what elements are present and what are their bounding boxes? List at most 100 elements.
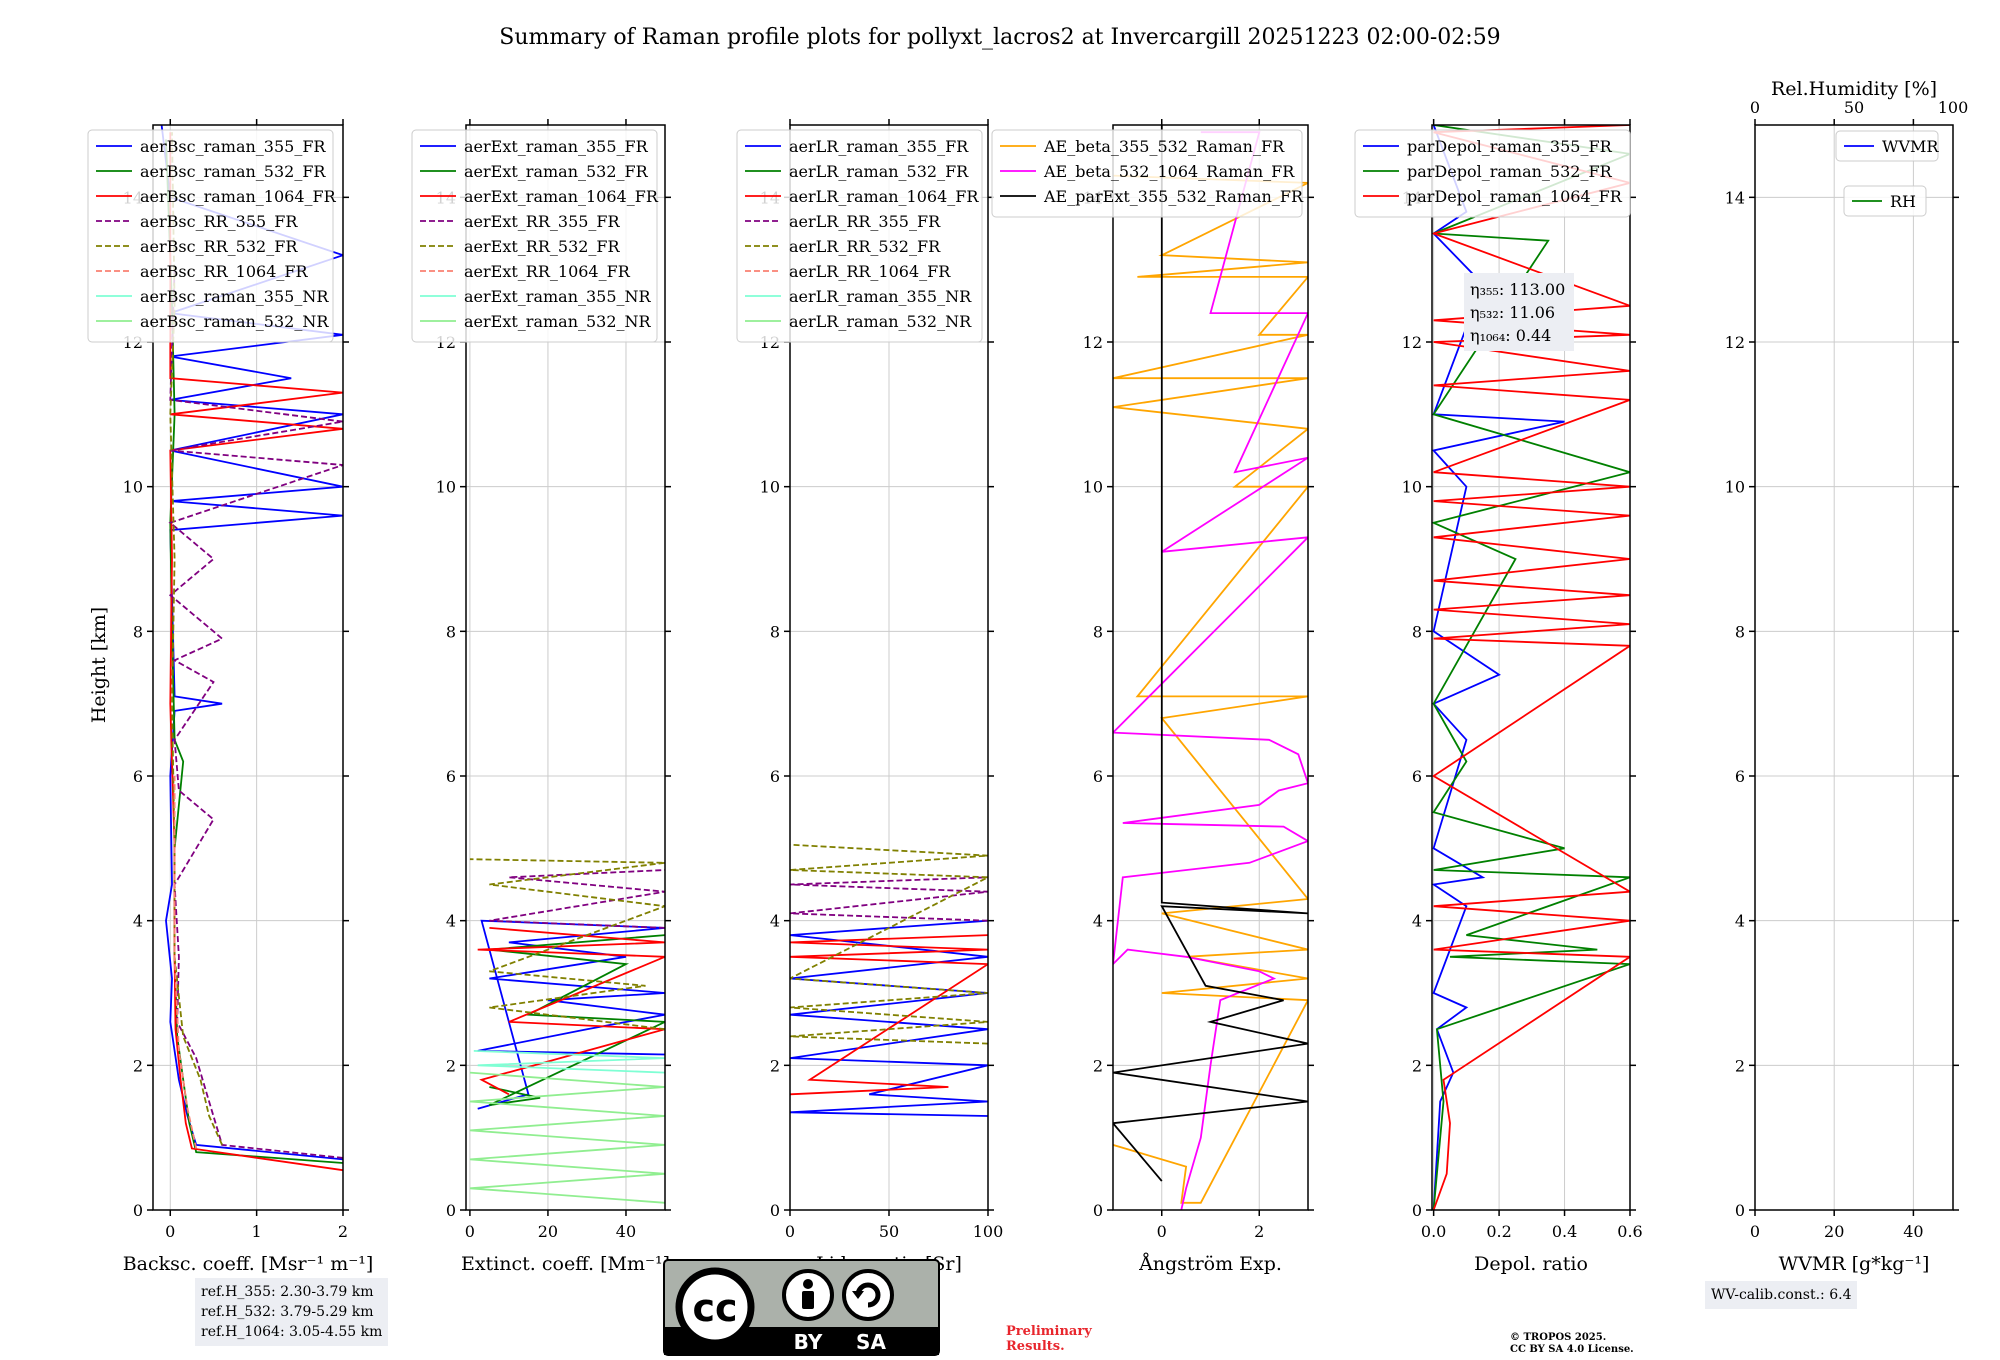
cc-by-sa-badge: cc BY SA bbox=[663, 1259, 940, 1356]
series-line-aerLR_RR_355_FR bbox=[790, 876, 988, 922]
legend-entry: aerLR_raman_532_NR bbox=[789, 312, 972, 331]
x-tick-label: 1 bbox=[252, 1222, 262, 1241]
x-tick-label: 40 bbox=[616, 1222, 636, 1241]
legend-entry: aerLR_RR_532_FR bbox=[789, 237, 941, 256]
legend-entry: aerLR_RR_1064_FR bbox=[789, 262, 951, 281]
y-tick-label: 14 bbox=[1725, 188, 1745, 207]
cc-icon bbox=[675, 1267, 755, 1347]
y-tick-label: 10 bbox=[1083, 478, 1103, 497]
y-tick-label: 2 bbox=[446, 1056, 456, 1075]
sa-label: SA bbox=[856, 1330, 886, 1354]
legend-entry: aerExt_raman_355_FR bbox=[464, 137, 649, 156]
panel-bsc: 02468101214012Backsc. coeff. [Msr⁻¹ m⁻¹]… bbox=[87, 119, 373, 1275]
x-tick-label: 0.0 bbox=[1421, 1222, 1446, 1241]
x-axis-label: Depol. ratio bbox=[1474, 1253, 1588, 1275]
eta-value: η₁₀₆₄: 0.44 bbox=[1470, 326, 1551, 345]
legend-frame bbox=[1354, 129, 1631, 218]
legend-entry: aerBsc_raman_1064_FR bbox=[140, 187, 337, 206]
copyright-note: © TROPOS 2025. CC BY SA 4.0 License. bbox=[1510, 1332, 1634, 1356]
y-tick-label: 10 bbox=[1725, 478, 1745, 497]
eta-annotation: η₃₅₅: 113.00 η₅₃₂: 11.06 η₁₀₆₄: 0.44 bbox=[1464, 273, 1574, 351]
panel-lr: 02468101214050100Lidar ratio [Sr]aerLR_r… bbox=[736, 119, 1004, 1275]
series-line-aerBsc_RR_355_FR bbox=[168, 269, 343, 1159]
legend: parDepol_raman_355_FR parDepol_raman_532_… bbox=[1354, 129, 1631, 218]
legend-entry: aerExt_raman_1064_FR bbox=[464, 187, 659, 206]
axes-frame bbox=[1431, 124, 1631, 1211]
top-tick-label: 0 bbox=[1750, 98, 1760, 117]
series-group bbox=[1113, 125, 1308, 1210]
legend-frame bbox=[991, 129, 1303, 218]
legend-entry: AE_beta_532_1064_Raman_FR bbox=[1043, 162, 1295, 181]
series-line-aerExt_raman_532_NR bbox=[469, 1071, 665, 1204]
x-tick-label: 20 bbox=[538, 1222, 558, 1241]
legend-entry: aerExt_RR_355_FR bbox=[464, 212, 621, 231]
y-tick-label: 8 bbox=[1093, 622, 1103, 641]
y-tick-label: 2 bbox=[133, 1056, 143, 1075]
wv-calib-constant: WV-calib.const.: 6.4 bbox=[1711, 1287, 1852, 1303]
legend-entry: aerExt_raman_355_NR bbox=[464, 287, 652, 306]
x-tick-label: 0.6 bbox=[1617, 1222, 1642, 1241]
legend-entry: aerExt_raman_532_NR bbox=[464, 312, 652, 331]
x-tick-label: 2 bbox=[338, 1222, 348, 1241]
x-tick-label: 100 bbox=[973, 1222, 1004, 1241]
axes-frame bbox=[789, 124, 989, 1211]
series-line-aerExt_RR_355_FR bbox=[489, 869, 665, 929]
y-tick-label: 4 bbox=[133, 912, 143, 931]
legend-entry: aerBsc_raman_532_NR bbox=[140, 312, 329, 331]
legend-frame bbox=[736, 129, 983, 343]
cc-letters: cc bbox=[692, 1286, 737, 1330]
y-tick-label: 2 bbox=[1093, 1056, 1103, 1075]
y-tick-label: 8 bbox=[1735, 622, 1745, 641]
eta-value: η₅₃₂: 11.06 bbox=[1470, 303, 1555, 322]
series-line-AE_parExt_355_532_Raman_FR bbox=[1113, 125, 1308, 1182]
y-tick-label: 4 bbox=[1093, 912, 1103, 931]
x-tick-label: 50 bbox=[879, 1222, 899, 1241]
panel-wv: 0 2 4 6 8 10 12 14 0 20 40 WVMR [g*kg⁻¹] Rel.Humidit… bbox=[1725, 78, 1969, 1275]
top-tick-label: 50 bbox=[1844, 98, 1864, 117]
x-tick-label: 0.4 bbox=[1552, 1222, 1577, 1241]
figure-title: Summary of Raman profile plots for polly… bbox=[499, 25, 1500, 50]
y-tick-label: 12 bbox=[1725, 333, 1745, 352]
series-line-parDepol_raman_355_FR bbox=[1432, 125, 1565, 1210]
y-tick-label: 2 bbox=[770, 1056, 780, 1075]
series-line-aerExt_raman_355_NR bbox=[473, 1050, 665, 1074]
legend-entry: aerExt_raman_532_FR bbox=[464, 162, 649, 181]
axes-frame bbox=[152, 124, 344, 1211]
top-tick-label: 100 bbox=[1938, 98, 1969, 117]
legend-entry: aerBsc_RR_355_FR bbox=[140, 212, 298, 231]
eta-box bbox=[1464, 273, 1574, 351]
legend-entry: aerLR_raman_355_NR bbox=[789, 287, 972, 306]
y-tick-label: 6 bbox=[1093, 767, 1103, 786]
y-tick-label: 4 bbox=[770, 912, 780, 931]
preliminary-line-1: Preliminary bbox=[1006, 1324, 1092, 1339]
y-tick-label: 10 bbox=[436, 478, 456, 497]
x-tick-label: 40 bbox=[1903, 1222, 1923, 1241]
legend-frame bbox=[87, 129, 334, 343]
x-tick-label: 0 bbox=[1157, 1222, 1167, 1241]
y-tick-label: 8 bbox=[770, 622, 780, 641]
ref-height-1064: ref.H_1064: 3.05-4.55 km bbox=[201, 1324, 383, 1340]
legend-entry: AE_beta_355_532_Raman_FR bbox=[1043, 137, 1285, 156]
legend-entry: aerLR_raman_355_FR bbox=[789, 137, 969, 156]
y-tick-label: 8 bbox=[133, 622, 143, 641]
y-tick-label: 10 bbox=[1402, 478, 1422, 497]
y-tick-label: 8 bbox=[446, 622, 456, 641]
legend-entry: aerLR_RR_355_FR bbox=[789, 212, 941, 231]
legend-entry: parDepol_raman_532_FR bbox=[1407, 162, 1613, 181]
x-tick-label: 0 bbox=[465, 1222, 475, 1241]
legend-entry: RH bbox=[1890, 192, 1916, 211]
legend-entry: aerBsc_RR_1064_FR bbox=[140, 262, 309, 281]
legend-frame bbox=[1843, 185, 1927, 217]
reference-heights-box: ref.H_355: 2.30-3.79 km ref.H_532: 3.79-… bbox=[195, 1278, 389, 1346]
series-line-AE_beta_532_1064_Raman_FR bbox=[1113, 131, 1308, 1210]
y-tick-label: 12 bbox=[1083, 333, 1103, 352]
x-axis-label: Ångström Exp. bbox=[1138, 1253, 1282, 1275]
legend-entry: aerExt_RR_1064_FR bbox=[464, 262, 631, 281]
axes-frame bbox=[1112, 124, 1309, 1211]
legend-entry: aerLR_raman_532_FR bbox=[789, 162, 969, 181]
panel-ae: 0246810121402Ångström Exp.AE_beta_355_53… bbox=[991, 119, 1314, 1275]
y-tick-label: 0 bbox=[1093, 1201, 1103, 1220]
legend-entry: aerBsc_RR_532_FR bbox=[140, 237, 298, 256]
series-line-aerExt_raman_355_FR bbox=[477, 919, 665, 1110]
